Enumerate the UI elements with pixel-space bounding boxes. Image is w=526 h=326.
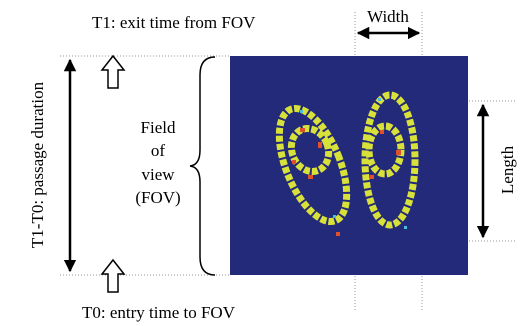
length-label: Length <box>498 145 517 194</box>
fov-image <box>230 56 468 275</box>
fov-label: Field <box>141 118 176 137</box>
fov-label: view <box>141 165 175 184</box>
top-label: T1: exit time from FOV <box>92 13 256 32</box>
exit-arrow <box>102 56 124 88</box>
width-label: Width <box>367 7 409 26</box>
fov-label: of <box>151 141 166 160</box>
bottom-label: T0: entry time to FOV <box>82 303 236 322</box>
diagram: T1: exit time from FOV Width T1-T0: pass… <box>0 0 526 326</box>
fov-label: (FOV) <box>135 188 180 207</box>
entry-arrow <box>102 260 124 292</box>
side-label: T1-T0: passage duration <box>28 81 47 248</box>
brace <box>190 57 215 275</box>
